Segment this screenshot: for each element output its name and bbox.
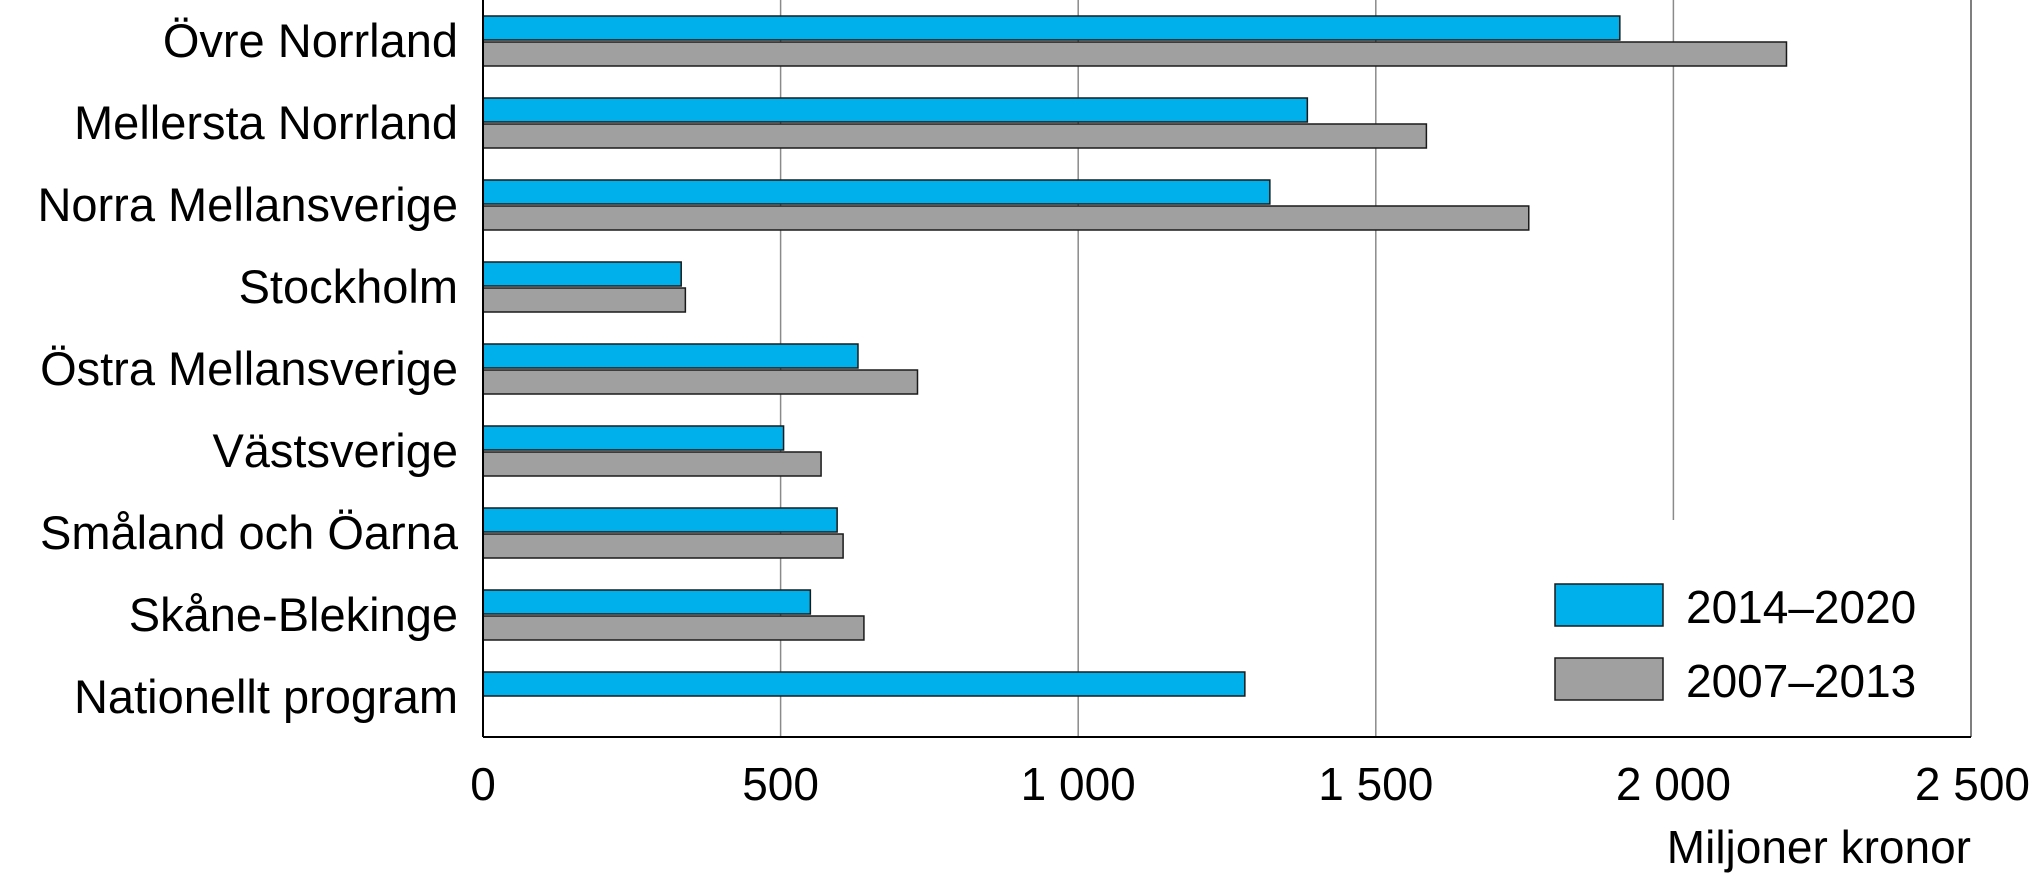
x-tick-1-500: 1 500 [1318,758,1433,810]
bar-norra-mellansverige-2007-2013 [482,205,1530,231]
category-label-norra-mellansverige: Norra Mellansverige [37,178,458,231]
category-label-nationellt-program: Nationellt program [74,670,458,723]
category-label-mellersta-norrland: Mellersta Norrland [74,96,458,149]
x-tick-0: 0 [470,758,496,810]
x-tick-500: 500 [742,758,819,810]
category-label-övre-norrland: Övre Norrland [163,14,458,67]
bar-småland-och-öarna-2007-2013 [482,533,844,559]
bar-norra-mellansverige-2014-2020 [482,179,1271,205]
legend-label-2014-2020: 2014–2020 [1686,581,1916,633]
category-label-småland-och-öarna: Småland och Öarna [40,506,459,559]
category-labels: Övre Norrland Mellersta Norrland Norra Mel… [37,14,458,723]
bar-västsverige-2014-2020 [482,425,785,451]
bar-östra-mellansverige-2014-2020 [482,343,859,369]
bar-övre-norrland-2007-2013 [482,41,1788,67]
category-label-skåne-blekinge: Skåne-Blekinge [129,588,458,641]
x-axis-title: Miljoner kronor [1667,821,1971,873]
category-label-östra-mellansverige: Östra Mellansverige [40,342,458,395]
legend-swatch-2014-2020 [1554,583,1664,627]
bar-östra-mellansverige-2007-2013 [482,369,919,395]
category-label-västsverige: Västsverige [212,424,458,477]
bar-skåne-blekinge-2014-2020 [482,589,812,615]
bar-västsverige-2007-2013 [482,451,822,477]
category-label-stockholm: Stockholm [239,260,458,313]
bar-mellersta-norrland-2014-2020 [482,97,1309,123]
bar-skåne-blekinge-2007-2013 [482,615,865,641]
x-tick-2-000: 2 000 [1616,758,1731,810]
legend: 2014–2020 2007–2013 [1554,581,1916,707]
bar-stockholm-2014-2020 [482,261,682,287]
legend-swatch-2007-2013 [1554,657,1664,701]
x-tick-1-000: 1 000 [1021,758,1136,810]
bar-stockholm-2007-2013 [482,287,687,313]
legend-label-2007-2013: 2007–2013 [1686,655,1916,707]
x-tick-2-500: 2 500 [1915,758,2030,810]
bar-övre-norrland-2014-2020 [482,15,1621,41]
axes [482,0,1971,738]
bar-mellersta-norrland-2007-2013 [482,123,1428,149]
bar-småland-och-öarna-2014-2020 [482,507,838,533]
bar-nationellt-program-2014-2020 [482,671,1246,697]
x-tick-labels: 0 500 1 000 1 500 2 000 2 500 [470,758,2030,810]
